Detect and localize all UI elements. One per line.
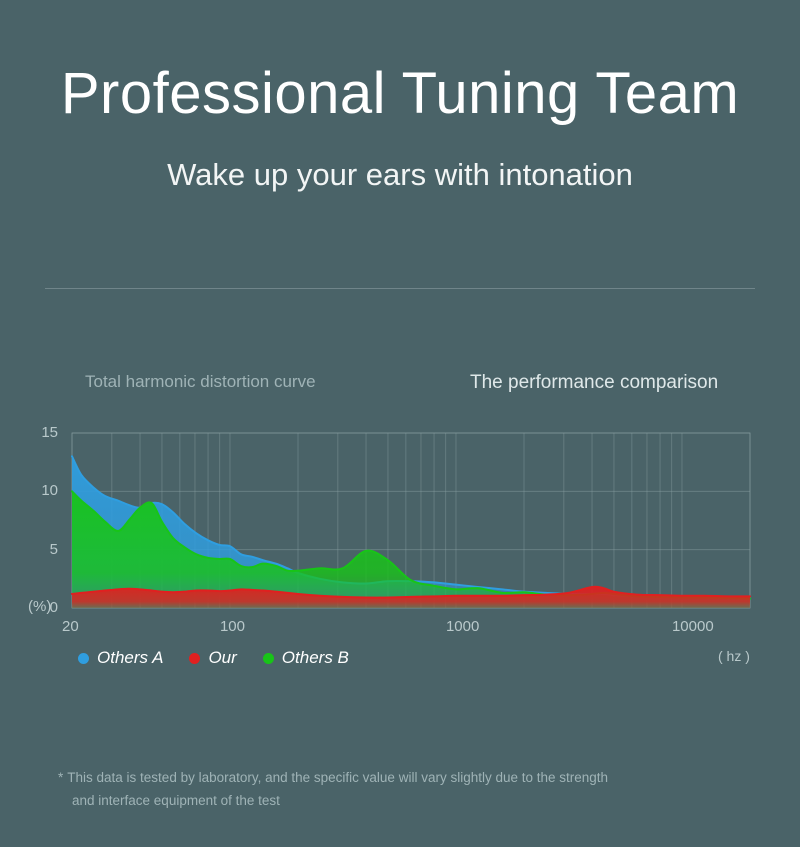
footnote-line-1: This data is tested by laboratory, and t… bbox=[67, 770, 609, 785]
legend-swatch-icon bbox=[262, 652, 274, 664]
y-tick-5: 5 bbox=[49, 540, 58, 558]
page-subtitle: Wake up your ears with intonation bbox=[167, 157, 633, 192]
footnote-star: * bbox=[58, 770, 64, 785]
y-tick-0: 0 bbox=[49, 599, 58, 616]
chart-caption-left: Total harmonic distortion curve bbox=[85, 372, 316, 391]
x-axis-unit: ( hz ) bbox=[718, 648, 750, 664]
series-our bbox=[71, 585, 751, 608]
header-divider bbox=[45, 288, 755, 289]
legend-item-our[interactable]: Our bbox=[189, 648, 237, 668]
y-tick-15: 15 bbox=[41, 424, 58, 441]
footnote: * This data is tested by laboratory, and … bbox=[58, 766, 738, 812]
legend-label: Our bbox=[208, 648, 237, 667]
chart-canvas bbox=[71, 432, 751, 609]
x-tick-10000: 10000 bbox=[671, 618, 714, 635]
x-tick-1000: 1000 bbox=[445, 618, 480, 635]
x-tick-20: 20 bbox=[62, 618, 79, 635]
thd-chart bbox=[0, 415, 800, 685]
legend-label: Others A bbox=[97, 648, 164, 667]
legend-item-others-b[interactable]: Others B bbox=[262, 648, 349, 668]
y-tick-10: 10 bbox=[41, 482, 58, 500]
chart-legend: Others A Our Others B bbox=[78, 648, 349, 668]
legend-swatch-icon bbox=[78, 652, 89, 664]
legend-label: Others B bbox=[281, 648, 349, 667]
x-tick-100: 100 bbox=[219, 618, 245, 635]
legend-item-others-a[interactable]: Others A bbox=[78, 648, 163, 668]
legend-swatch-icon bbox=[189, 652, 201, 664]
footnote-line-2: and interface equipment of the test bbox=[72, 793, 280, 808]
page-title: Professional Tuning Team bbox=[60, 61, 740, 126]
y-axis-unit: (%) bbox=[28, 598, 52, 615]
chart-caption-right: The performance comparison bbox=[470, 372, 719, 393]
